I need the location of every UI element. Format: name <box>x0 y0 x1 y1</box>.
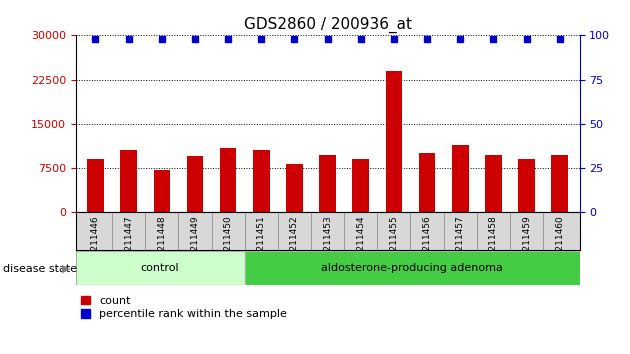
Bar <box>551 155 568 212</box>
Bar <box>154 170 170 212</box>
Title: GDS2860 / 200936_at: GDS2860 / 200936_at <box>244 16 411 33</box>
Text: GSM211449: GSM211449 <box>190 215 200 270</box>
Text: GSM211446: GSM211446 <box>91 215 100 270</box>
Text: GSM211456: GSM211456 <box>423 215 432 270</box>
Text: GSM211457: GSM211457 <box>455 215 465 270</box>
Bar <box>186 156 203 212</box>
Text: control: control <box>141 263 180 273</box>
Bar <box>76 251 244 285</box>
Text: aldosterone-producing adenoma: aldosterone-producing adenoma <box>321 263 503 273</box>
Text: ▶: ▶ <box>62 264 71 274</box>
Bar <box>485 155 501 212</box>
Legend: count, percentile rank within the sample: count, percentile rank within the sample <box>81 296 287 319</box>
Text: GSM211454: GSM211454 <box>356 215 365 270</box>
Bar <box>253 150 270 212</box>
Bar <box>286 164 303 212</box>
Bar <box>319 155 336 212</box>
Bar <box>452 144 469 212</box>
Bar <box>386 71 402 212</box>
Text: GSM211452: GSM211452 <box>290 215 299 270</box>
Text: GSM211458: GSM211458 <box>489 215 498 270</box>
Text: GSM211447: GSM211447 <box>124 215 133 270</box>
Text: GSM211450: GSM211450 <box>224 215 232 270</box>
Bar <box>87 159 104 212</box>
Bar <box>120 150 137 212</box>
Text: GSM211460: GSM211460 <box>555 215 564 270</box>
Text: disease state: disease state <box>3 264 77 274</box>
Text: GSM211451: GSM211451 <box>257 215 266 270</box>
Bar <box>419 153 435 212</box>
Bar <box>518 159 535 212</box>
Bar <box>352 159 369 212</box>
Bar <box>220 148 236 212</box>
Text: GSM211453: GSM211453 <box>323 215 332 270</box>
Text: GSM211459: GSM211459 <box>522 215 531 270</box>
Bar <box>244 251 580 285</box>
Text: GSM211455: GSM211455 <box>389 215 398 270</box>
Text: GSM211448: GSM211448 <box>158 215 166 270</box>
